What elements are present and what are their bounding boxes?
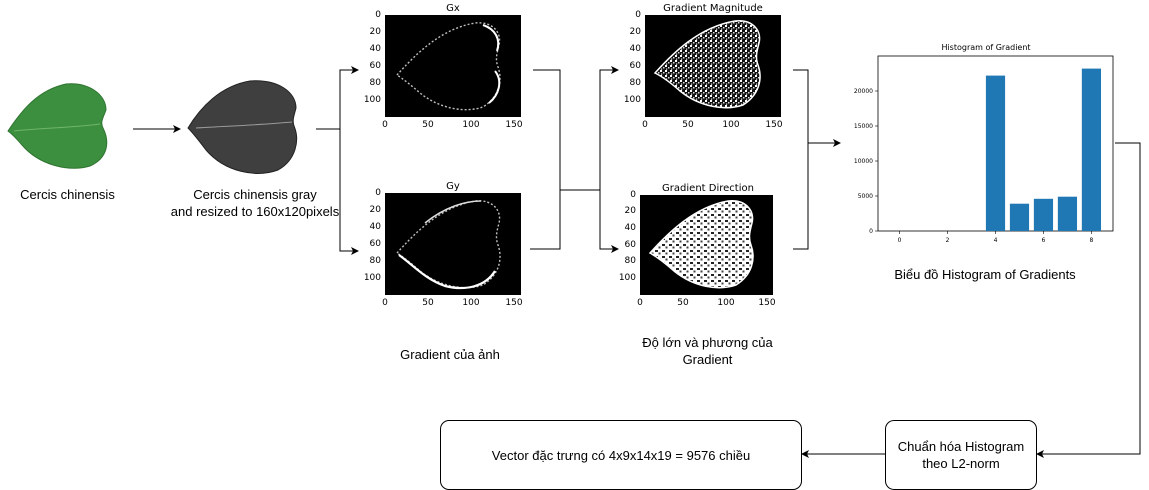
gy-xtick-2: 100 xyxy=(462,298,480,308)
magnitude-xtick-1: 50 xyxy=(682,120,694,130)
gx-ytick-1: 20 xyxy=(369,27,381,37)
gy-title: Gy xyxy=(446,181,460,192)
direction-ytick-3: 60 xyxy=(624,240,636,250)
histogram-bar xyxy=(1009,203,1030,231)
connector-to-direction xyxy=(599,190,619,253)
gy-xtick-3: 150 xyxy=(505,298,523,308)
gx-xtick-1: 50 xyxy=(422,120,434,130)
direction-image xyxy=(640,195,773,295)
magnitude-xtick-3: 150 xyxy=(765,120,783,130)
leaf-label: Cercis chinensis xyxy=(20,187,115,202)
magnitude-xtick-2: 100 xyxy=(722,120,740,130)
direction-xtick-1: 50 xyxy=(677,298,689,308)
gx-image xyxy=(385,15,521,117)
connector-gray-split xyxy=(316,66,359,130)
histogram-ytick-label: 0 xyxy=(869,228,873,235)
direction-ytick-5: 100 xyxy=(618,273,636,283)
mag-dir-label-line2: Gradient xyxy=(682,352,733,367)
mag-dir-label-line1: Độ lớn và phương của xyxy=(642,335,773,350)
histogram-ytick-label: 5000 xyxy=(858,193,873,200)
histogram-bar xyxy=(985,75,1006,231)
gx-xtick-2: 100 xyxy=(462,120,480,130)
direction-ytick-2: 40 xyxy=(624,223,636,233)
direction-ytick-1: 20 xyxy=(624,206,636,216)
gx-xtick-3: 150 xyxy=(505,120,523,130)
histogram-bar xyxy=(1081,68,1102,231)
histogram-chart: Histogram of Gradient 0 2 4 6 8 0 5000 10000 150… xyxy=(854,43,1114,244)
mag-dir-label: Độ lớn và phương của Gradient xyxy=(625,334,790,368)
histogram-ytick-label: 10000 xyxy=(854,158,873,165)
gray-label-line2: and resized to 160x120pixels xyxy=(170,204,340,219)
magnitude-ytick-4: 80 xyxy=(629,78,641,88)
vector-box: Vector đặc trưng có 4x9x14x19 = 9576 chi… xyxy=(440,420,802,490)
connector-gx-out xyxy=(533,69,600,191)
direction-xtick-0: 0 xyxy=(637,298,643,308)
gradient-label: Gradient của ảnh xyxy=(400,347,500,362)
gy-xtick-0: 0 xyxy=(382,298,388,308)
vector-label: Vector đặc trưng có 4x9x14x19 = 9576 chi… xyxy=(491,447,751,463)
histogram-xtick-label: 0 xyxy=(898,237,902,244)
histogram-title: Histogram of Gradient xyxy=(941,43,1030,52)
gx-title: Gx xyxy=(446,3,460,14)
gray-label: Cercis chinensis gray and resized to 160… xyxy=(155,186,355,220)
direction-title: Gradient Direction xyxy=(662,183,754,194)
histogram-xtick-label: 6 xyxy=(1042,237,1046,244)
histogram-bar xyxy=(1057,196,1078,231)
gy-ytick-5: 100 xyxy=(363,273,381,283)
connector-gy-out xyxy=(530,190,561,250)
gy-image xyxy=(385,193,521,295)
gx-ytick-3: 60 xyxy=(369,61,381,71)
gx-ytick-2: 40 xyxy=(369,44,381,54)
direction-ytick-4: 80 xyxy=(624,256,636,266)
normalize-box: Chuẩn hóa Histogram theo L2-norm xyxy=(885,420,1037,490)
histogram-ytick-label: 20000 xyxy=(854,88,873,95)
gy-ytick-1: 20 xyxy=(369,205,381,215)
histogram-xtick-label: 8 xyxy=(1090,237,1094,244)
histogram-caption: Biểu đồ Histogram of Gradients xyxy=(894,267,1076,282)
magnitude-image xyxy=(645,15,781,117)
connector-direction-out xyxy=(793,143,809,250)
gx-ytick-4: 80 xyxy=(369,78,381,88)
histogram-xtick-label: 2 xyxy=(946,237,950,244)
gx-ytick-5: 100 xyxy=(363,95,381,105)
magnitude-xtick-0: 0 xyxy=(642,120,648,130)
histogram-bar xyxy=(1033,198,1054,231)
gy-ytick-0: 0 xyxy=(375,188,381,198)
magnitude-ytick-1: 20 xyxy=(629,27,641,37)
magnitude-title: Gradient Magnitude xyxy=(663,3,763,14)
histogram-xtick-label: 4 xyxy=(994,237,998,244)
gy-ytick-3: 60 xyxy=(369,239,381,249)
connector-to-magnitude xyxy=(599,66,619,190)
gy-xtick-1: 50 xyxy=(422,298,434,308)
gx-ytick-0: 0 xyxy=(375,10,381,20)
direction-xtick-3: 150 xyxy=(758,298,776,308)
magnitude-ytick-0: 0 xyxy=(635,10,641,20)
direction-ytick-0: 0 xyxy=(630,190,636,200)
gx-xtick-0: 0 xyxy=(382,120,388,130)
magnitude-ytick-3: 60 xyxy=(629,61,641,71)
connector-magnitude-out xyxy=(793,69,841,147)
normalize-line1: Chuẩn hóa Histogram xyxy=(897,439,1025,454)
gray-label-line1: Cercis chinensis gray xyxy=(193,187,317,202)
magnitude-ytick-2: 40 xyxy=(629,44,641,54)
magnitude-ytick-5: 100 xyxy=(623,95,641,105)
normalize-line2: theo L2-norm xyxy=(922,456,1000,471)
gy-ytick-2: 40 xyxy=(369,222,381,232)
direction-xtick-2: 100 xyxy=(717,298,735,308)
gy-ytick-4: 80 xyxy=(369,256,381,266)
histogram-ytick-label: 15000 xyxy=(854,123,873,130)
